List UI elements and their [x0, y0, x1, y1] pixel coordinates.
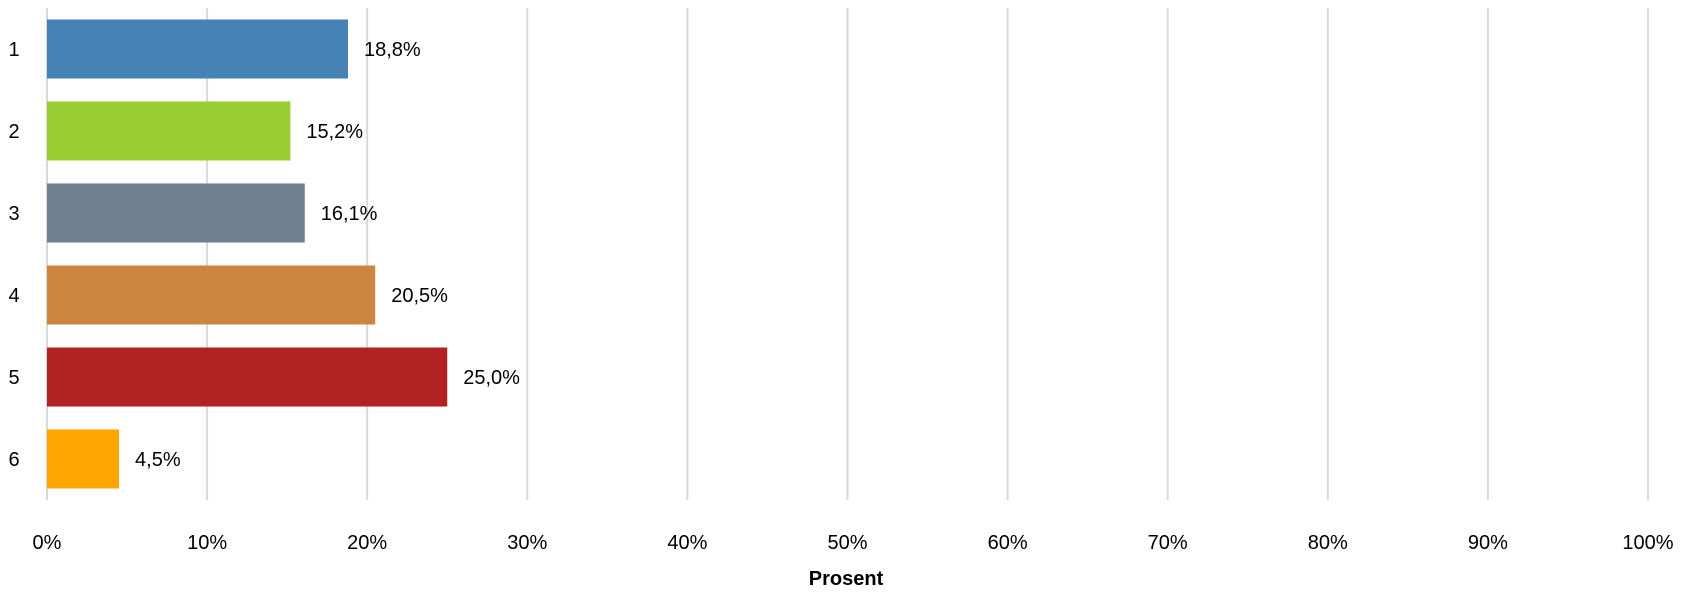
bar [47, 347, 448, 407]
x-tick-label: 100% [1622, 532, 1673, 554]
data-label: 20,5% [391, 285, 448, 307]
x-tick-label: 30% [507, 532, 547, 554]
x-tick-label: 20% [347, 532, 387, 554]
category-label: 4 [8, 285, 19, 307]
bar [47, 19, 348, 79]
data-labels: 18,8% 15,2% 16,1% 20,5% 25,0% 4,5% [135, 39, 520, 471]
x-tick-label: 80% [1308, 532, 1348, 554]
x-tick-label: 70% [1148, 532, 1188, 554]
x-tick-label: 90% [1468, 532, 1508, 554]
category-labels: 1 2 3 4 5 6 [8, 39, 19, 471]
x-tick-label: 50% [827, 532, 867, 554]
category-label: 1 [8, 39, 19, 61]
gridlines [46, 8, 1649, 500]
x-tick-label: 0% [33, 532, 62, 554]
bars [47, 19, 448, 489]
bar [47, 183, 305, 243]
category-label: 6 [8, 449, 19, 471]
bar [47, 265, 376, 325]
x-tick-label: 40% [667, 532, 707, 554]
data-label: 15,2% [306, 121, 363, 143]
bar [47, 429, 120, 489]
bar [47, 101, 291, 161]
data-label: 18,8% [364, 39, 421, 61]
x-axis-title: Prosent [809, 568, 884, 590]
category-label: 5 [8, 367, 19, 389]
data-label: 25,0% [463, 367, 520, 389]
category-label: 3 [8, 203, 19, 225]
x-tick-labels: 0% 10% 20% 30% 40% 50% 60% 70% 80% 90% 100% [33, 532, 1674, 554]
data-label: 4,5% [135, 449, 181, 471]
x-tick-label: 60% [988, 532, 1028, 554]
x-tick-label: 10% [187, 532, 227, 554]
category-label: 2 [8, 121, 19, 143]
data-label: 16,1% [321, 203, 378, 225]
